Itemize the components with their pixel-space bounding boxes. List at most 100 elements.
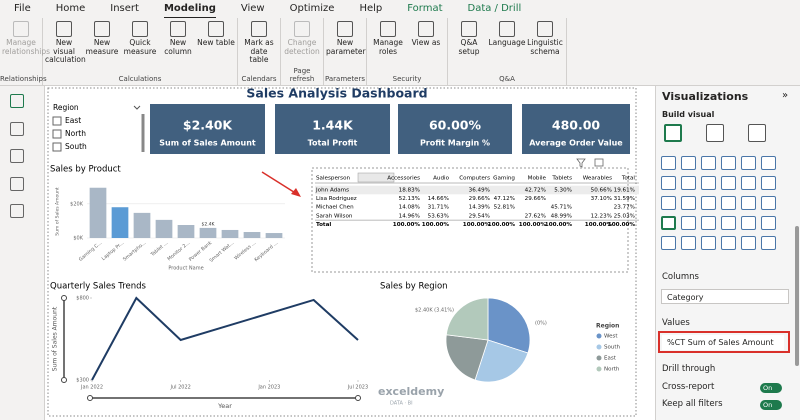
pie-slice[interactable] — [474, 339, 529, 383]
matrix-cell: 100.00% — [608, 222, 636, 228]
visual-type-icon[interactable] — [761, 156, 776, 170]
ribbon-tab[interactable]: Help — [359, 3, 383, 14]
watermark-name: exceldemy — [378, 385, 444, 398]
table-view-icon[interactable] — [10, 122, 24, 136]
visual-type-icon[interactable] — [681, 196, 696, 210]
visual-type-icon[interactable] — [701, 236, 716, 250]
pie-slice[interactable] — [445, 334, 489, 381]
bar[interactable] — [265, 233, 283, 238]
bar[interactable] — [177, 225, 195, 238]
matrix-focus-icon[interactable] — [594, 158, 604, 167]
visual-type-icon[interactable] — [721, 236, 736, 250]
visual-type-icon[interactable] — [701, 176, 716, 190]
ribbon-button[interactable]: New visual calculation — [45, 18, 86, 85]
visual-type-icon[interactable] — [761, 216, 776, 230]
pie-slice[interactable] — [445, 297, 489, 341]
ribbon-button[interactable]: Linguistic schema — [526, 18, 564, 85]
visual-type-icon[interactable] — [661, 216, 676, 230]
visual-type-icon[interactable] — [701, 216, 716, 230]
ribbon-tab[interactable]: Format — [407, 3, 443, 14]
ribbon-tab[interactable]: Modeling — [163, 0, 216, 19]
visual-type-icon[interactable] — [661, 176, 676, 190]
ribbon-button[interactable]: Quick measure — [121, 18, 159, 85]
ribbon-tab[interactable]: View — [240, 3, 265, 14]
button-icon — [94, 21, 110, 37]
visual-type-icon[interactable] — [721, 176, 736, 190]
matrix-cell: 31.71% — [428, 205, 449, 211]
ribbon-button[interactable]: New measure — [83, 18, 121, 85]
pane-tab-icon[interactable] — [664, 124, 682, 142]
y-tick-label: $20K — [70, 201, 84, 207]
field-well[interactable]: Category — [661, 289, 789, 304]
bar[interactable] — [155, 219, 173, 238]
toggle-switch[interactable]: On — [760, 383, 782, 393]
ribbon-tab[interactable]: Insert — [110, 3, 139, 14]
ribbon-button[interactable]: New column — [159, 18, 197, 85]
dax-view-icon[interactable] — [10, 177, 24, 191]
ribbon-tab[interactable]: Optimize — [289, 3, 335, 14]
bar[interactable] — [243, 232, 261, 238]
ribbon-button[interactable]: New table — [197, 18, 235, 85]
pie-slice[interactable] — [487, 297, 531, 354]
visual-type-icon[interactable] — [721, 156, 736, 170]
button-label: View as — [411, 38, 441, 47]
visual-type-icon[interactable] — [681, 156, 696, 170]
visual-type-icon[interactable] — [761, 176, 776, 190]
x-tick-label: Jan 2022 — [80, 385, 103, 391]
matrix-filter-icon[interactable] — [576, 158, 586, 168]
ribbon-tab[interactable]: File — [14, 3, 31, 14]
slider-handle[interactable] — [355, 395, 361, 401]
ribbon-tab[interactable]: Data / Drill — [467, 3, 522, 14]
slider-handle[interactable] — [61, 377, 67, 383]
toggle-switch[interactable]: On — [760, 400, 782, 410]
ribbon-button[interactable]: Mark as date table — [240, 18, 278, 85]
collapse-icon[interactable]: » — [782, 90, 789, 101]
visual-type-icon[interactable] — [741, 176, 756, 190]
slicer-checkbox[interactable] — [52, 129, 62, 139]
visual-type-icon[interactable] — [761, 236, 776, 250]
visual-type-icon[interactable] — [681, 216, 696, 230]
model-view-icon[interactable] — [10, 149, 24, 163]
visual-type-icon[interactable] — [701, 156, 716, 170]
pane-tab-icon[interactable] — [748, 124, 766, 142]
pane-title: Visualizations — [662, 90, 749, 103]
visual-type-icon[interactable] — [741, 236, 756, 250]
visual-type-icon[interactable] — [741, 156, 756, 170]
field-well[interactable]: %CT Sum of Sales Amount — [662, 335, 784, 350]
group-label: Calendars — [241, 75, 277, 83]
visual-type-icon[interactable] — [761, 196, 776, 210]
ribbon-button[interactable]: Q&A setup — [450, 18, 488, 85]
bar[interactable] — [111, 207, 129, 238]
ribbon-button[interactable]: View as — [407, 18, 445, 85]
ribbon-button[interactable]: Change detection — [283, 18, 321, 85]
visual-type-icon[interactable] — [701, 196, 716, 210]
visual-type-icon[interactable] — [741, 196, 756, 210]
slider-handle[interactable] — [87, 395, 93, 401]
data-label: (0%) — [535, 321, 547, 327]
visual-type-icon[interactable] — [661, 156, 676, 170]
ribbon-button[interactable]: Language — [488, 18, 526, 85]
legend-swatch — [596, 366, 602, 372]
visual-type-icon[interactable] — [661, 196, 676, 210]
ribbon-tab[interactable]: Home — [55, 3, 86, 14]
bar[interactable] — [199, 227, 217, 238]
tmdl-view-icon[interactable] — [10, 204, 24, 218]
ribbon-button[interactable]: Manage relationships — [2, 18, 50, 85]
matrix-cell: 14.66% — [428, 196, 449, 202]
visual-type-icon[interactable] — [721, 196, 736, 210]
slicer-checkbox[interactable] — [52, 142, 62, 152]
report-view-icon[interactable] — [10, 94, 24, 108]
pane-tab-icon[interactable] — [706, 124, 724, 142]
slider-handle[interactable] — [61, 295, 67, 301]
ribbon-button[interactable]: Manage roles — [369, 18, 407, 85]
bar[interactable] — [89, 187, 107, 238]
visual-type-icon[interactable] — [721, 216, 736, 230]
ribbon-button[interactable]: New parameter — [326, 18, 366, 85]
visual-type-icon[interactable] — [741, 216, 756, 230]
visual-type-icon[interactable] — [661, 236, 676, 250]
bar[interactable] — [221, 229, 239, 238]
visual-type-icon[interactable] — [681, 236, 696, 250]
slicer-checkbox[interactable] — [52, 116, 62, 126]
visual-type-icon[interactable] — [681, 176, 696, 190]
bar[interactable] — [133, 212, 151, 238]
